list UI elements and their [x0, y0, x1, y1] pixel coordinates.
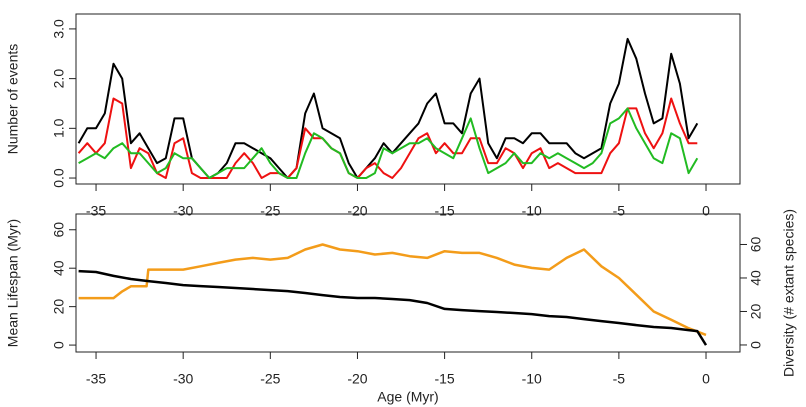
- data-line: [77, 97, 698, 179]
- x-tick-label: -20: [347, 203, 367, 219]
- x-tick-label: -10: [522, 203, 542, 219]
- x-tick-label: -35: [86, 203, 106, 219]
- y-tick-label: 1.0: [51, 118, 67, 138]
- y-axis-label: Number of events: [5, 44, 21, 155]
- y-tick-label: 0.0: [51, 168, 67, 188]
- x-tick-label: 0: [702, 203, 710, 219]
- data-line: [78, 243, 707, 337]
- x-tick-label: -25: [260, 203, 280, 219]
- y-tick-label: 40: [51, 260, 67, 276]
- x-tick-label: -35: [86, 371, 106, 387]
- x-tick-label: -15: [434, 371, 454, 387]
- x-tick-label: 0: [702, 371, 710, 387]
- y2-tick-label: 20: [748, 303, 764, 319]
- y-tick-label: 3.0: [51, 19, 67, 39]
- x-tick-label: -15: [434, 203, 454, 219]
- plot-frame: [75, 213, 741, 353]
- y-tick-label: 60: [51, 222, 67, 238]
- y2-tick-label: 40: [748, 270, 764, 286]
- x-axis-label: Age (Myr): [377, 389, 438, 405]
- x-tick-label: -5: [613, 203, 626, 219]
- x-tick-label: -30: [173, 371, 193, 387]
- y-tick-label: 0: [51, 341, 67, 349]
- data-line: [78, 269, 708, 346]
- x-tick-label: -20: [347, 371, 367, 387]
- plot-frame: [75, 13, 741, 185]
- y2-tick-label: 60: [748, 236, 764, 252]
- x-tick-label: -30: [173, 203, 193, 219]
- y-tick-label: 20: [51, 299, 67, 315]
- x-tick-label: -25: [260, 371, 280, 387]
- y2-tick-label: 0: [748, 341, 764, 349]
- y-tick-label: 2.0: [51, 69, 67, 89]
- y-axis-label: Mean Lifespan (Myr): [5, 219, 21, 347]
- x-tick-label: -5: [613, 371, 626, 387]
- data-line: [78, 107, 699, 179]
- data-line: [77, 37, 699, 179]
- y2-axis-label: Diversity (# extant species): [781, 209, 797, 377]
- x-tick-label: -10: [522, 371, 542, 387]
